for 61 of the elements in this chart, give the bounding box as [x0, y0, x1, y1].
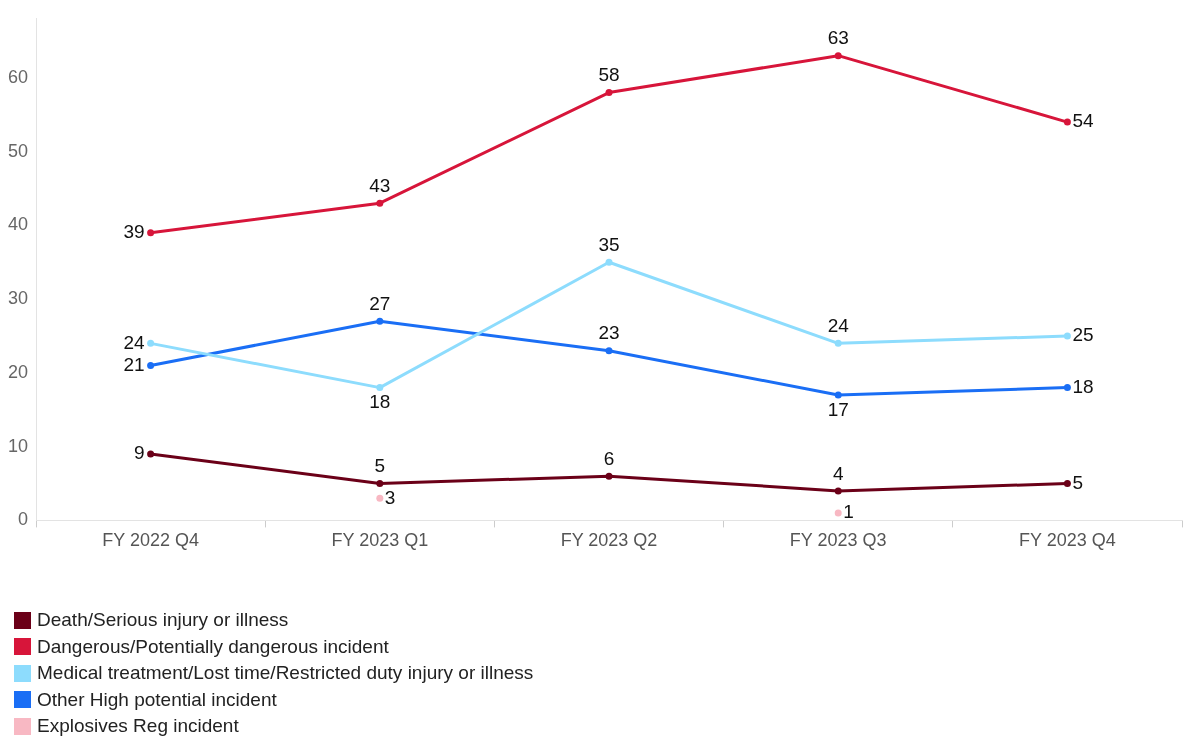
- point: [834, 339, 842, 347]
- data-label: 23: [598, 322, 620, 344]
- data-label: 3: [384, 486, 396, 508]
- point: [147, 450, 155, 458]
- legend-label: Dangerous/Potentially dangerous incident: [37, 635, 389, 658]
- point: [376, 199, 384, 207]
- data-label: 24: [123, 331, 146, 353]
- data-label: 24: [827, 315, 850, 337]
- data-label: 5: [374, 455, 386, 477]
- legend-label: Other High potential incident: [37, 688, 277, 711]
- y-tick-label: 10: [7, 435, 29, 456]
- y-tick-label: 30: [7, 288, 29, 309]
- point: [834, 52, 842, 60]
- data-label: 1: [843, 501, 854, 523]
- data-label: 39: [123, 220, 145, 242]
- data-label: 17: [827, 398, 849, 420]
- point: [834, 391, 842, 399]
- y-tick-label: 0: [18, 509, 29, 530]
- data-label: 9: [134, 442, 145, 464]
- point: [376, 317, 384, 325]
- x-tick-label: FY 2023 Q1: [331, 530, 429, 551]
- x-tick-label: FY 2023 Q3: [789, 530, 887, 551]
- legend-label: Medical treatment/Lost time/Restricted duty injury or illness: [37, 662, 534, 685]
- data-label: 58: [598, 64, 620, 86]
- x-tick-label: FY 2023 Q4: [1019, 530, 1116, 551]
- data-label: 6: [603, 447, 615, 469]
- point: [605, 472, 613, 480]
- point: [1063, 332, 1071, 340]
- y-tick-label: 20: [7, 361, 29, 382]
- point: [1063, 118, 1071, 126]
- point: [605, 347, 613, 355]
- point: [147, 339, 155, 347]
- point: [147, 361, 155, 369]
- legend-label: Death/Serious injury or illness: [37, 609, 289, 632]
- data-label: 4: [832, 462, 844, 484]
- point: [834, 487, 842, 495]
- point: [605, 89, 613, 97]
- point: [1063, 384, 1071, 392]
- legend-label: Explosives Reg incident: [37, 715, 239, 738]
- data-label: 54: [1072, 110, 1094, 132]
- x-tick-label: FY 2022 Q4: [102, 530, 199, 551]
- y-tick-label: 40: [7, 214, 29, 235]
- data-label: 21: [123, 353, 145, 375]
- point: [605, 258, 613, 266]
- data-label: 63: [827, 27, 849, 49]
- data-label: 35: [598, 233, 620, 255]
- data-label: 27: [369, 292, 391, 314]
- x-tick-label: FY 2023 Q2: [560, 530, 658, 551]
- data-label: 18: [1072, 375, 1094, 397]
- data-label: 43: [369, 174, 391, 196]
- point: [1063, 480, 1071, 488]
- point: [834, 509, 842, 517]
- point: [376, 494, 384, 502]
- point: [376, 384, 384, 392]
- y-tick-label: 60: [7, 66, 29, 87]
- y-tick-label: 50: [7, 140, 29, 161]
- point: [147, 229, 155, 237]
- point: [376, 480, 384, 488]
- data-label: 18: [369, 391, 391, 413]
- data-label: 25: [1072, 324, 1094, 346]
- data-label: 5: [1072, 471, 1083, 493]
